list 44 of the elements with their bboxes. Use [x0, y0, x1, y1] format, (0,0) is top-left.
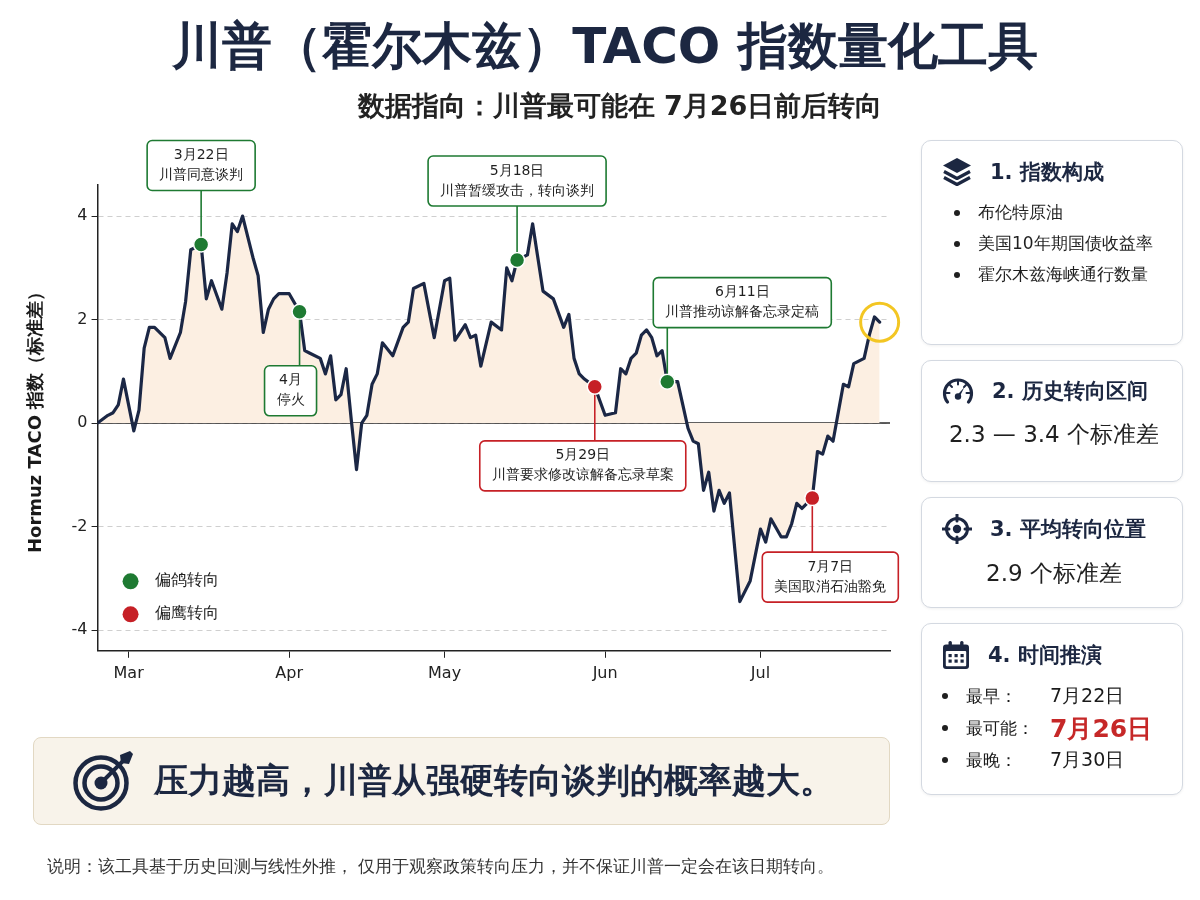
- text: 说明：该工具基于历史回测与线性外推， 仅用于观察政策转向压力，并不保证川普一定会在该日期转向。: [47, 855, 835, 878]
- annotation: 3月22日川普同意谈判: [159, 146, 244, 183]
- x-tick-label: May: [428, 662, 462, 682]
- text: 压力越高，川普从强硬转向谈判的概率越大。: [154, 759, 834, 802]
- chart-subtitle: 数据指向：川普最可能在 7月26日前后转向: [356, 89, 884, 123]
- text: 2.3 — 3.4 个标准差: [947, 420, 1161, 449]
- legend-label: 偏鸽转向: [154, 570, 219, 590]
- text: 2. 历史转向区间: [992, 378, 1148, 405]
- text: 霍尔木兹海峡通行数量: [978, 263, 1148, 286]
- text: 7月26日: [1050, 712, 1153, 745]
- y-axis-title: Hormuz TACO 指数（标准差）: [24, 282, 46, 554]
- chart-title: 川普（霍尔木兹）TACO 指数量化工具: [171, 16, 1039, 77]
- x-tick-label: Jun: [591, 662, 618, 682]
- text: 布伦特原油: [978, 201, 1063, 224]
- annotation: 7月7日美国取消石油豁免: [774, 557, 887, 594]
- point: [291, 303, 308, 321]
- annotation: 6月11日川普推动谅解备忘录定稿: [665, 283, 820, 320]
- point: [508, 251, 526, 269]
- x-tick-label: Mar: [113, 662, 145, 682]
- text: 1. 指数构成: [990, 159, 1104, 186]
- legend-label: 偏鹰转向: [154, 603, 219, 623]
- y-tick-label: 2: [77, 308, 88, 328]
- y-tick-label: -2: [71, 515, 88, 535]
- y-tick-label: -4: [71, 619, 88, 639]
- annotation: 4月停火: [276, 371, 305, 408]
- point: [659, 373, 676, 390]
- text: 最晚：: [966, 748, 1018, 772]
- text: 7月30日: [1050, 747, 1125, 772]
- text: 最可能：: [966, 716, 1035, 740]
- text: 4. 时间推演: [988, 642, 1102, 669]
- text: 3. 平均转向位置: [990, 516, 1146, 543]
- point: [586, 378, 604, 396]
- text: 最早：: [966, 684, 1018, 708]
- annotation: 5月29日川普要求修改谅解备忘录草案: [491, 446, 674, 483]
- point: [804, 489, 821, 507]
- annotation: 5月18日川普暂缓攻击，转向谈判: [440, 161, 595, 198]
- text: 2.9 个标准差: [985, 559, 1123, 588]
- x-tick-label: Jul: [749, 662, 771, 682]
- text: 美国10年期国债收益率: [978, 232, 1153, 255]
- point: [192, 236, 210, 253]
- y-tick-label: 4: [77, 205, 88, 225]
- x-tick-label: Apr: [275, 662, 304, 682]
- y-tick-label: 0: [77, 412, 88, 432]
- text: 7月22日: [1050, 683, 1125, 708]
